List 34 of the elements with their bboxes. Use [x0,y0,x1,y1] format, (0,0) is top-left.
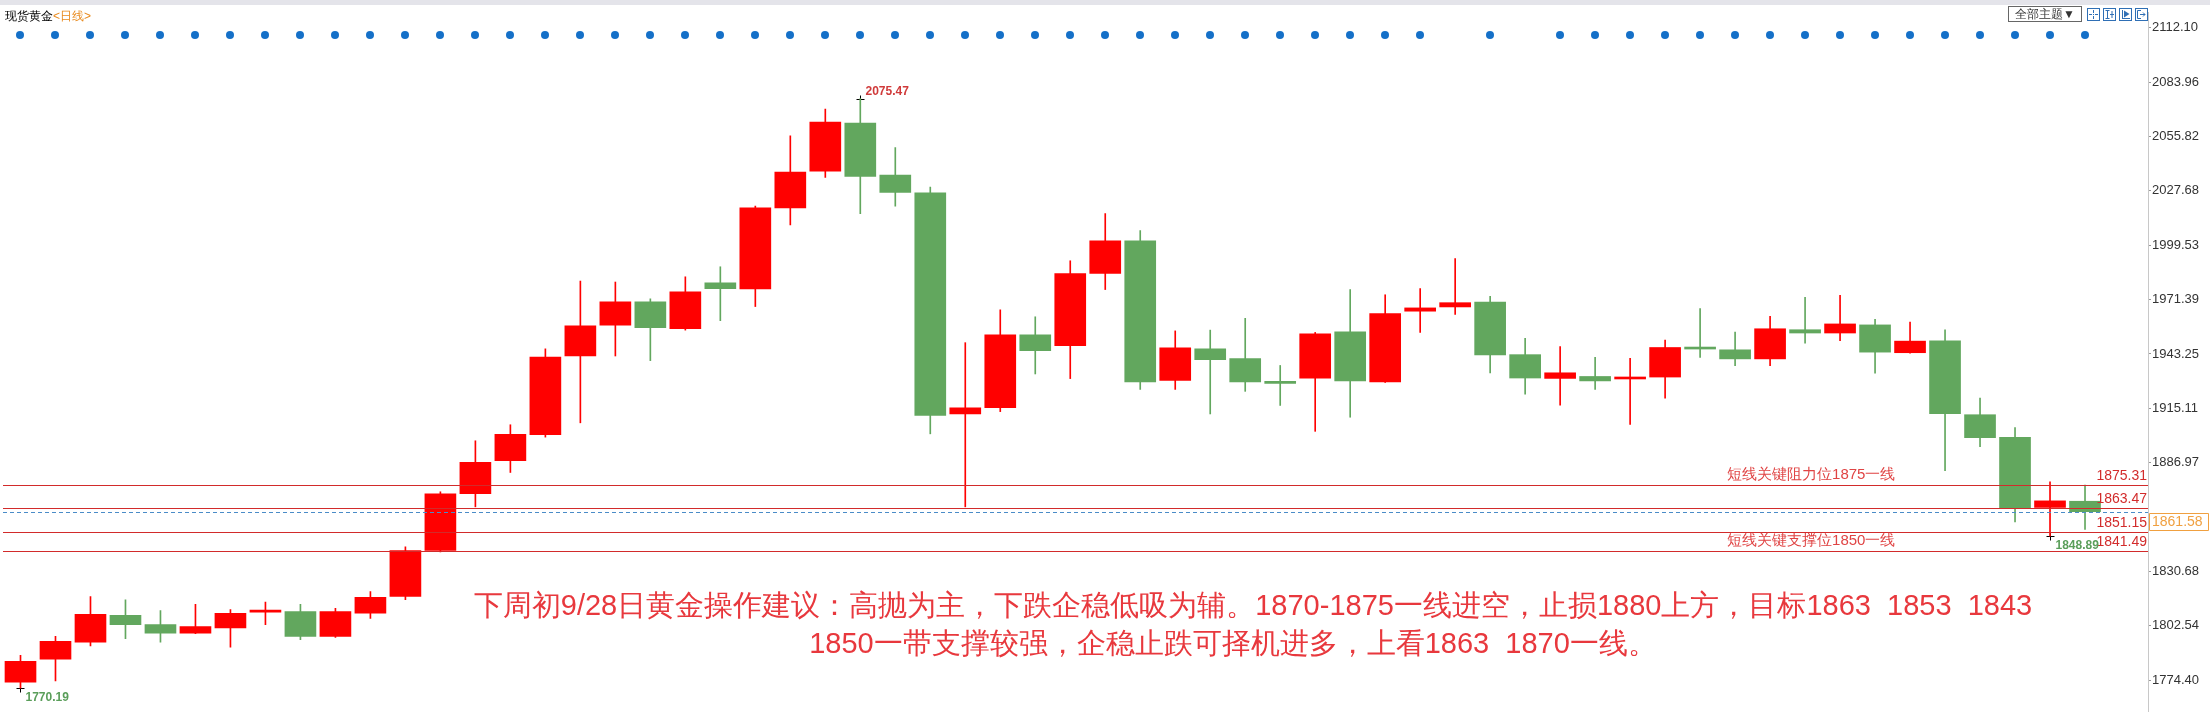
candlestick [949,342,982,508]
y-tick-label: 1971.39 [2152,291,2199,307]
y-tick-label: 1774.40 [2152,671,2199,687]
y-tick-label: 1915.11 [2152,399,2199,415]
candlestick [1439,258,1471,315]
annotation: 1770.19 [25,689,70,704]
y-tick-label: 2083.96 [2152,73,2199,89]
candlestick [1194,329,1227,415]
candlestick [1404,288,1436,333]
ref-line-label: 1875.31 [2096,467,2148,484]
dropdown-box: 全部主题▼ [2008,6,2082,22]
candlestick [1264,365,1297,406]
candlestick [1789,296,1821,344]
y-tick-label: 1943.25 [2152,345,2199,361]
y-tick-label: 2055.82 [2152,128,2199,144]
annotation: 1850一带支撑较强，企稳止跌可择机进多，上看1863 1870一线。 [809,627,1657,659]
chart-title: 现货黄金 [5,9,53,23]
ref-line-label: 1851.15 [2096,514,2148,531]
chart-subtitle: <日线> [53,9,92,23]
annotation: 短线关键支撑位1850一线 [1727,531,1896,549]
annotation: 2075.47 [865,83,910,98]
candlestick [1579,357,1611,390]
y-tick-label: 1886.97 [2152,454,2199,470]
ref-line-label: 1861.58 [2152,513,2203,530]
y-tick-label: 1999.53 [2152,236,2199,252]
y-tick-label: 1830.68 [2152,562,2199,578]
annotation: 短线关键阻力位1875一线 [1727,465,1896,483]
y-tick-label: 2027.68 [2152,182,2199,198]
annotation: 下周初9/28日黄金操作建议：高抛为主，下跌企稳低吸为辅。1870-1875一线进空，止损1880上方，目标1863 1853 1843 [473,589,2033,621]
y-tick-label: 1802.54 [2152,617,2199,633]
y-tick-label: 2112.10 [2152,19,2199,35]
ref-line-label: 1863.47 [2096,490,2148,507]
candlestick [1824,295,1856,342]
candlestick [1544,346,1576,406]
